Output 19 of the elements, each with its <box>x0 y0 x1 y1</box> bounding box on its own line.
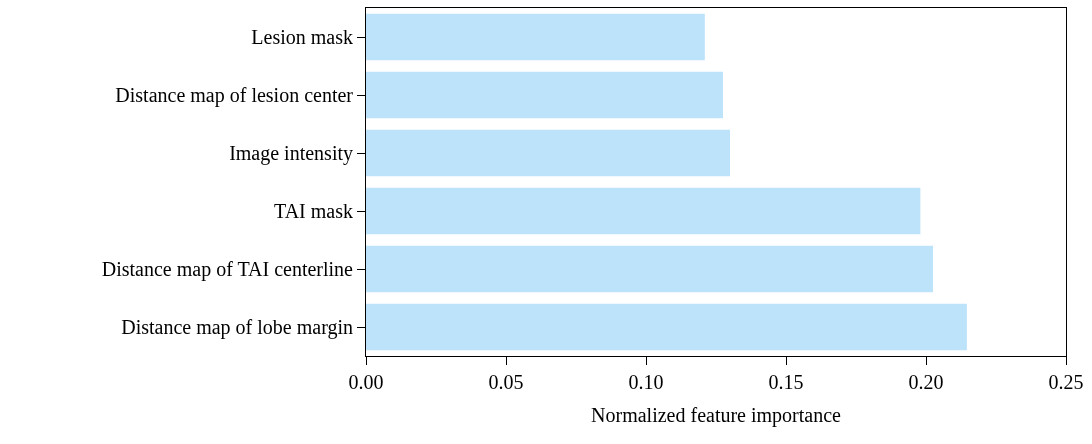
x-tick-label: 0.05 <box>488 371 524 393</box>
x-tick-label: 0.10 <box>628 371 664 393</box>
y-tick-label: Distance map of lobe margin <box>121 316 353 339</box>
bar <box>366 187 921 235</box>
x-tick-label: 0.00 <box>348 371 384 393</box>
x-tick-label: 0.15 <box>768 371 804 393</box>
y-tick-label: TAI mask <box>274 200 353 222</box>
y-tick-label: Image intensity <box>229 142 353 165</box>
y-tick-label: Distance map of lesion center <box>115 84 354 107</box>
bar <box>366 245 933 293</box>
bar <box>366 129 730 177</box>
y-tick-label: Distance map of TAI centerline <box>101 258 354 281</box>
bar <box>366 303 967 351</box>
bar <box>366 13 705 61</box>
x-tick-label: 0.20 <box>908 371 944 393</box>
x-axis-title: Normalized feature importance <box>591 403 842 427</box>
bar <box>366 71 723 119</box>
y-tick-label: Lesion mask <box>251 26 353 48</box>
x-tick-label: 0.25 <box>1048 371 1084 393</box>
